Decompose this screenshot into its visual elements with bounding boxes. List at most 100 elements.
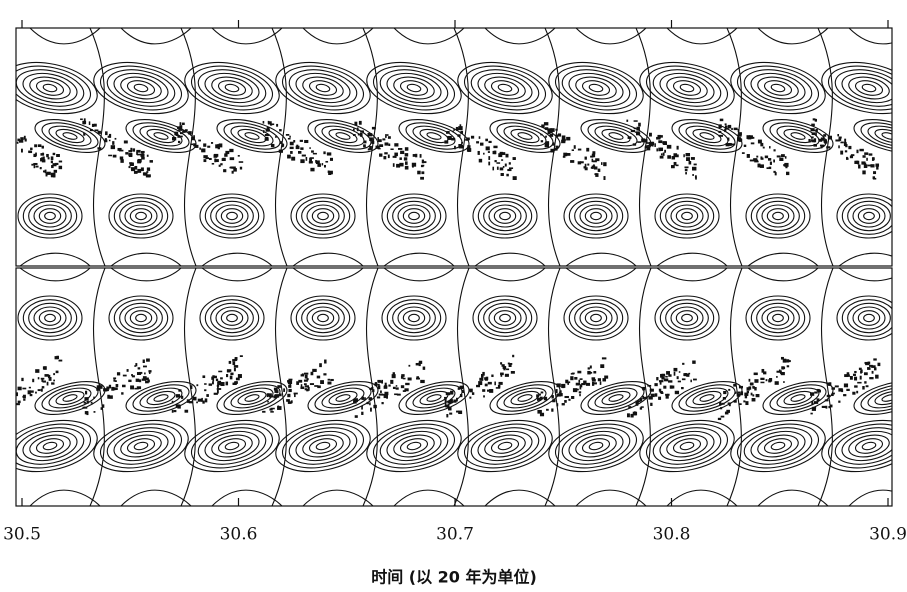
noise-dot [540,140,544,143]
noise-dot [454,145,456,150]
noise-dot [97,147,102,150]
noise-dot [673,161,677,166]
contour-line [0,417,4,474]
noise-dot [397,148,403,150]
noise-dot [312,368,317,372]
contour-line [756,200,800,232]
x-tick-label: 30.6 [220,525,258,545]
noise-dot [721,402,725,405]
noise-dot [114,380,117,382]
noise-dot [673,371,676,376]
noise-dot [566,153,571,156]
noise-dot [555,145,559,149]
noise-dot [461,141,463,144]
contour-line [854,80,884,96]
noise-dot [353,128,355,132]
noise-dot [560,390,562,395]
noise-dot [388,143,391,147]
noise-dot [760,377,765,381]
contour-line [656,268,728,282]
noise-dot [724,128,727,133]
noise-dot [684,168,688,172]
noise-dot [744,394,748,399]
noise-dot [838,136,842,139]
contour-line [237,390,267,406]
contour-line [113,299,169,337]
noise-dot [208,157,212,160]
contour-line [499,211,511,221]
contour-line [216,381,288,415]
contour-line [132,122,190,150]
noise-dot [140,167,144,172]
noise-dot [577,161,582,165]
noise-dot [738,385,743,389]
noise-dot [179,122,182,125]
noise-dot [108,139,111,142]
contour-line [575,489,647,506]
noise-dot [502,165,505,168]
noise-dot [684,373,687,377]
contour-line [699,132,715,140]
contour-line [747,268,819,282]
noise-dot [53,169,58,173]
noise-dot [137,367,141,370]
noise-dot [39,167,42,170]
contour-line [857,310,881,326]
noise-dot [849,376,853,380]
noise-dot [873,171,877,175]
noise-dot [385,134,389,136]
noise-dot [113,379,116,382]
noise-dot [476,141,480,144]
noise-dot [900,140,904,142]
contour-line [496,384,554,412]
noise-dot [846,388,850,392]
noise-dot [58,359,63,362]
contour-line [0,118,10,155]
noise-dot [547,128,552,132]
noise-dot [287,401,292,404]
noise-dot [17,138,20,142]
noise-dot [35,391,37,394]
noise-dot [100,407,103,410]
contour-line [126,438,156,454]
noise-dot [470,135,475,139]
contour-line [639,61,735,115]
noise-dot [235,377,240,381]
noise-dot [488,156,491,160]
noise-dot [206,394,209,397]
noise-dot [731,127,733,131]
noise-dot [181,122,185,126]
noise-dot [141,156,145,160]
noise-dot [268,393,272,397]
noise-dot [273,395,277,399]
noise-dot [597,168,601,172]
contour-line [659,299,715,337]
contour-line [881,394,892,402]
noise-dot [218,143,223,148]
lower-panel [0,268,892,506]
noise-dot [12,142,15,144]
contour-line [33,204,67,228]
noise-dot [1,401,5,403]
noise-dot [639,398,643,402]
noise-dot [304,385,309,388]
contour-line [220,208,244,224]
contour-line [211,28,283,45]
noise-dot [583,380,587,384]
contour-line [288,427,358,465]
noise-dot [11,404,14,407]
contour-line [841,72,892,104]
noise-dot [838,388,843,392]
contour-line [48,387,92,409]
noise-dot [720,407,723,410]
noise-dot [215,144,220,149]
contour-line [584,310,608,326]
contour-line [392,302,436,334]
noise-dot [663,385,667,389]
noise-dot [692,174,694,176]
contour-line [146,390,176,406]
noise-dot [237,155,240,157]
noise-dot [663,141,667,145]
noise-dot [380,390,382,393]
noise-dot [446,414,449,418]
